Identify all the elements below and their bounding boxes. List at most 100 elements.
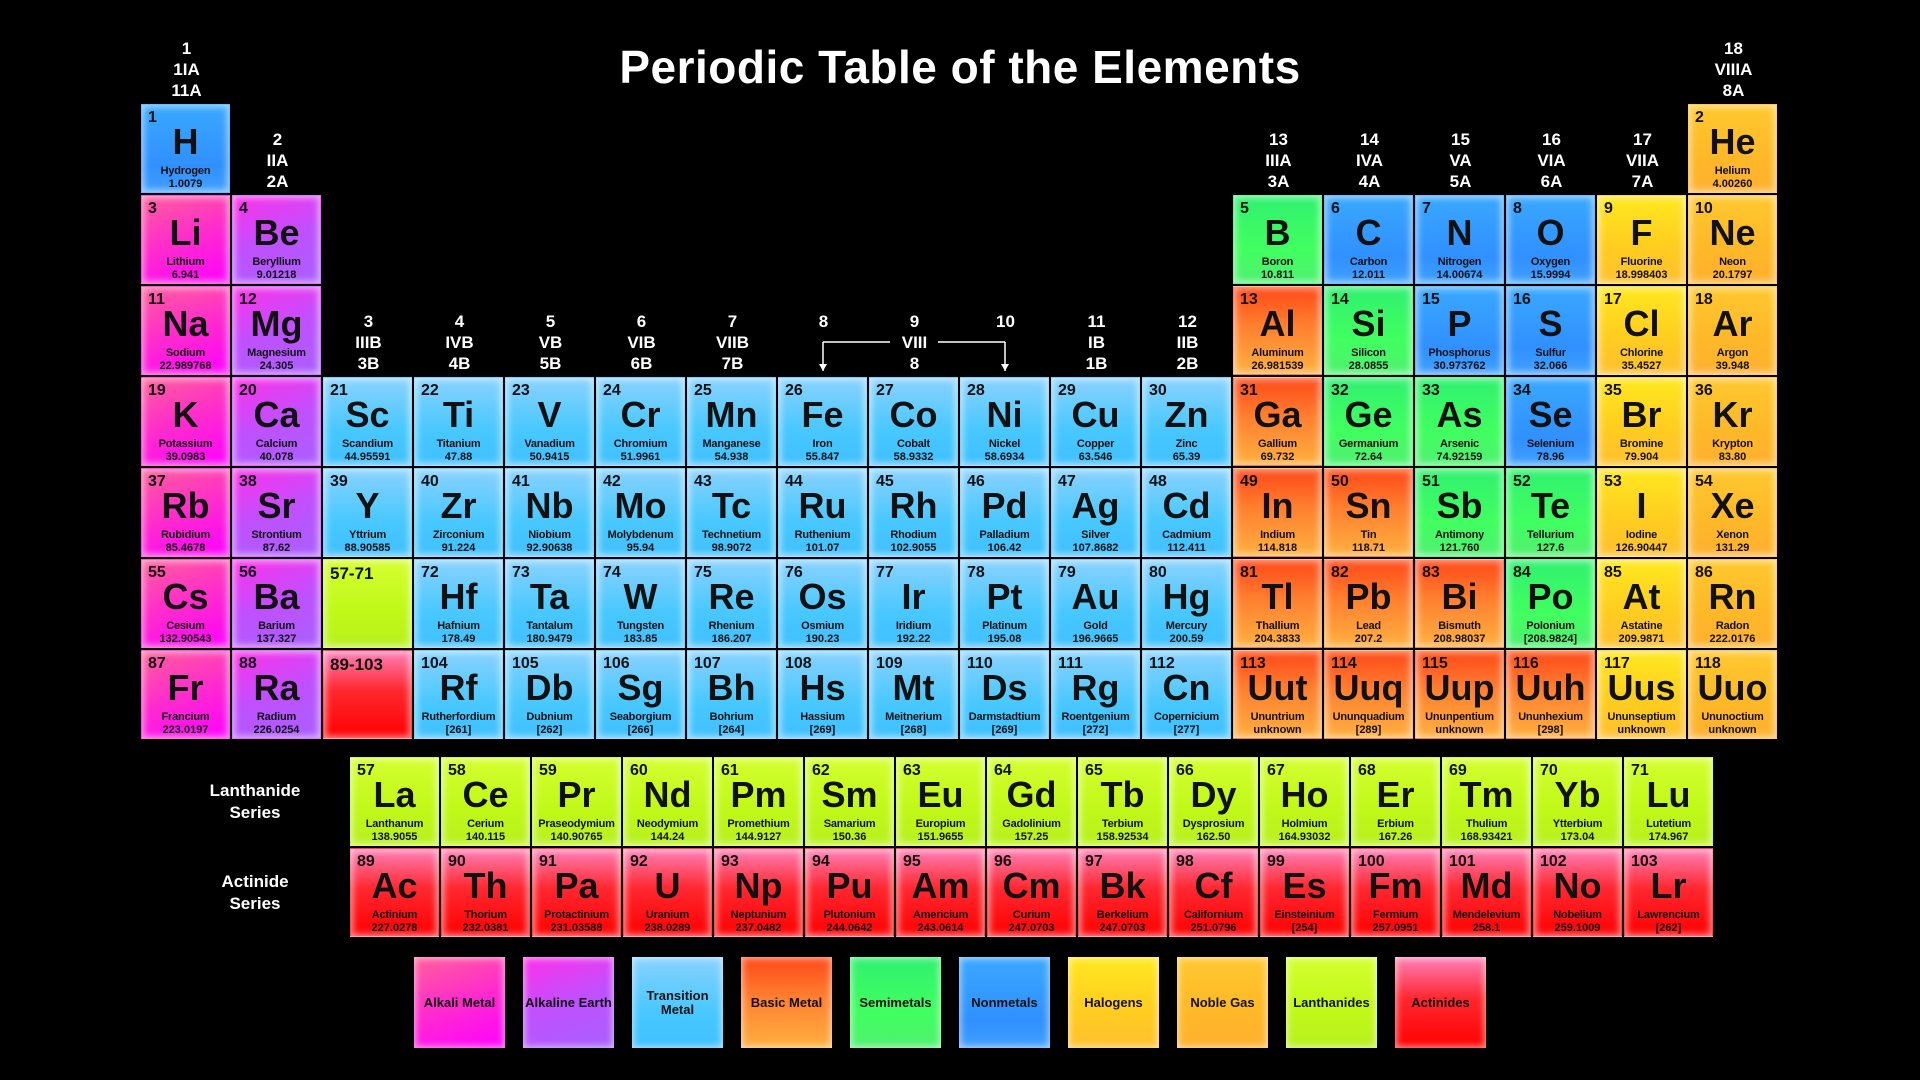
element-cell-po[interactable]: 84 Po Polonium [208.9824] xyxy=(1506,559,1595,648)
element-cell-h[interactable]: 1 H Hydrogen 1.0079 xyxy=(141,104,230,193)
element-cell-la[interactable]: 57 La Lanthanum 138.9055 xyxy=(350,757,439,846)
element-cell-sc[interactable]: 21 Sc Scandium 44.95591 xyxy=(323,377,412,466)
legend-noble[interactable]: Noble Gas xyxy=(1177,957,1268,1048)
element-cell-ge[interactable]: 32 Ge Germanium 72.64 xyxy=(1324,377,1413,466)
element-cell-pd[interactable]: 46 Pd Palladium 106.42 xyxy=(960,468,1049,557)
element-cell-sm[interactable]: 62 Sm Samarium 150.36 xyxy=(805,757,894,846)
element-cell-cu[interactable]: 29 Cu Copper 63.546 xyxy=(1051,377,1140,466)
element-cell-am[interactable]: 95 Am Americium 243.0614 xyxy=(896,848,985,937)
element-cell-uup[interactable]: 115 Uup Ununpentium unknown xyxy=(1415,650,1504,739)
element-cell-hg[interactable]: 80 Hg Mercury 200.59 xyxy=(1142,559,1231,648)
element-cell-os[interactable]: 76 Os Osmium 190.23 xyxy=(778,559,867,648)
element-cell-u[interactable]: 92 U Uranium 238.0289 xyxy=(623,848,712,937)
element-cell-md[interactable]: 101 Md Mendelevium 258.1 xyxy=(1442,848,1531,937)
element-cell-fe[interactable]: 26 Fe Iron 55.847 xyxy=(778,377,867,466)
element-cell-bk[interactable]: 97 Bk Berkelium 247.0703 xyxy=(1078,848,1167,937)
element-cell-li[interactable]: 3 Li Lithium 6.941 xyxy=(141,195,230,284)
element-cell-sg[interactable]: 106 Sg Seaborgium [266] xyxy=(596,650,685,739)
element-cell-rb[interactable]: 37 Rb Rubidium 85.4678 xyxy=(141,468,230,557)
element-cell-s[interactable]: 16 S Sulfur 32.066 xyxy=(1506,286,1595,375)
legend-lanthanide[interactable]: Lanthanides xyxy=(1286,957,1377,1048)
element-cell-as[interactable]: 33 As Arsenic 74.92159 xyxy=(1415,377,1504,466)
element-cell-uuo[interactable]: 118 Uuo Ununoctium unknown xyxy=(1688,650,1777,739)
element-cell-ni[interactable]: 28 Ni Nickel 58.6934 xyxy=(960,377,1049,466)
element-cell-tm[interactable]: 69 Tm Thulium 168.93421 xyxy=(1442,757,1531,846)
element-cell-he[interactable]: 2 He Helium 4.00260 xyxy=(1688,104,1777,193)
element-cell-ra[interactable]: 88 Ra Radium 226.0254 xyxy=(232,650,321,739)
element-cell-ti[interactable]: 22 Ti Titanium 47.88 xyxy=(414,377,503,466)
element-cell-w[interactable]: 74 W Tungsten 183.85 xyxy=(596,559,685,648)
element-cell-v[interactable]: 23 V Vanadium 50.9415 xyxy=(505,377,594,466)
element-cell-rf[interactable]: 104 Rf Rutherfordium [261] xyxy=(414,650,503,739)
element-cell-gd[interactable]: 64 Gd Gadolinium 157.25 xyxy=(987,757,1076,846)
element-cell-at[interactable]: 85 At Astatine 209.9871 xyxy=(1597,559,1686,648)
element-cell-rg[interactable]: 111 Rg Roentgenium [272] xyxy=(1051,650,1140,739)
element-cell-mo[interactable]: 42 Mo Molybdenum 95.94 xyxy=(596,468,685,557)
element-cell-k[interactable]: 19 K Potassium 39.0983 xyxy=(141,377,230,466)
element-cell-rh[interactable]: 45 Rh Rhodium 102.9055 xyxy=(869,468,958,557)
element-cell-ag[interactable]: 47 Ag Silver 107.8682 xyxy=(1051,468,1140,557)
element-cell-mn[interactable]: 25 Mn Manganese 54.938 xyxy=(687,377,776,466)
element-cell-hs[interactable]: 108 Hs Hassium [269] xyxy=(778,650,867,739)
element-cell-cf[interactable]: 98 Cf Californium 251.0796 xyxy=(1169,848,1258,937)
element-cell-in[interactable]: 49 In Indium 114.818 xyxy=(1233,468,1322,557)
element-cell-db[interactable]: 105 Db Dubnium [262] xyxy=(505,650,594,739)
element-cell-zr[interactable]: 40 Zr Zirconium 91.224 xyxy=(414,468,503,557)
element-cell-ne[interactable]: 10 Ne Neon 20.1797 xyxy=(1688,195,1777,284)
element-cell-pu[interactable]: 94 Pu Plutonium 244.0642 xyxy=(805,848,894,937)
element-cell-ga[interactable]: 31 Ga Gallium 69.732 xyxy=(1233,377,1322,466)
element-cell-na[interactable]: 11 Na Sodium 22.989768 xyxy=(141,286,230,375)
element-cell-sn[interactable]: 50 Sn Tin 118.71 xyxy=(1324,468,1413,557)
legend-alkaline[interactable]: Alkaline Earth xyxy=(523,957,614,1048)
element-cell-dy[interactable]: 66 Dy Dysprosium 162.50 xyxy=(1169,757,1258,846)
element-cell-si[interactable]: 14 Si Silicon 28.0855 xyxy=(1324,286,1413,375)
element-cell-uus[interactable]: 117 Uus Ununseptium unknown xyxy=(1597,650,1686,739)
legend-nonmetal[interactable]: Nonmetals xyxy=(959,957,1050,1048)
element-cell-re[interactable]: 75 Re Rhenium 186.207 xyxy=(687,559,776,648)
element-cell-n[interactable]: 7 N Nitrogen 14.00674 xyxy=(1415,195,1504,284)
legend-semimetal[interactable]: Semimetals xyxy=(850,957,941,1048)
element-cell-i[interactable]: 53 I Iodine 126.90447 xyxy=(1597,468,1686,557)
element-cell-o[interactable]: 8 O Oxygen 15.9994 xyxy=(1506,195,1595,284)
element-cell-yb[interactable]: 70 Yb Ytterbium 173.04 xyxy=(1533,757,1622,846)
element-cell-ce[interactable]: 58 Ce Cerium 140.115 xyxy=(441,757,530,846)
element-cell-mt[interactable]: 109 Mt Meitnerium [268] xyxy=(869,650,958,739)
element-cell-eu[interactable]: 63 Eu Europium 151.9655 xyxy=(896,757,985,846)
element-cell-f[interactable]: 9 F Fluorine 18.998403 xyxy=(1597,195,1686,284)
element-cell-ac[interactable]: 89 Ac Actinium 227.0278 xyxy=(350,848,439,937)
element-cell-pb[interactable]: 82 Pb Lead 207.2 xyxy=(1324,559,1413,648)
element-cell-ir[interactable]: 77 Ir Iridium 192.22 xyxy=(869,559,958,648)
element-cell-uut[interactable]: 113 Uut Ununtrium unknown xyxy=(1233,650,1322,739)
element-cell-es[interactable]: 99 Es Einsteinium [254] xyxy=(1260,848,1349,937)
element-cell-cm[interactable]: 96 Cm Curium 247.0703 xyxy=(987,848,1076,937)
legend-basic[interactable]: Basic Metal xyxy=(741,957,832,1048)
element-cell-lr[interactable]: 103 Lr Lawrencium [262] xyxy=(1624,848,1713,937)
element-cell-ru[interactable]: 44 Ru Ruthenium 101.07 xyxy=(778,468,867,557)
actinide-placeholder-cell[interactable]: 89-103 xyxy=(323,650,412,739)
element-cell-np[interactable]: 93 Np Neptunium 237.0482 xyxy=(714,848,803,937)
element-cell-ta[interactable]: 73 Ta Tantalum 180.9479 xyxy=(505,559,594,648)
legend-alkali[interactable]: Alkali Metal xyxy=(414,957,505,1048)
element-cell-xe[interactable]: 54 Xe Xenon 131.29 xyxy=(1688,468,1777,557)
element-cell-te[interactable]: 52 Te Tellurium 127.6 xyxy=(1506,468,1595,557)
element-cell-pr[interactable]: 59 Pr Praseodymium 140.90765 xyxy=(532,757,621,846)
element-cell-fr[interactable]: 87 Fr Francium 223.0197 xyxy=(141,650,230,739)
element-cell-cd[interactable]: 48 Cd Cadmium 112.411 xyxy=(1142,468,1231,557)
element-cell-fm[interactable]: 100 Fm Fermium 257.0951 xyxy=(1351,848,1440,937)
element-cell-tb[interactable]: 65 Tb Terbium 158.92534 xyxy=(1078,757,1167,846)
element-cell-pt[interactable]: 78 Pt Platinum 195.08 xyxy=(960,559,1049,648)
element-cell-uuq[interactable]: 114 Uuq Ununquadium [289] xyxy=(1324,650,1413,739)
element-cell-ds[interactable]: 110 Ds Darmstadtium [269] xyxy=(960,650,1049,739)
element-cell-br[interactable]: 35 Br Bromine 79.904 xyxy=(1597,377,1686,466)
element-cell-nb[interactable]: 41 Nb Niobium 92.90638 xyxy=(505,468,594,557)
element-cell-sb[interactable]: 51 Sb Antimony 121.760 xyxy=(1415,468,1504,557)
element-cell-rn[interactable]: 86 Rn Radon 222.0176 xyxy=(1688,559,1777,648)
element-cell-hf[interactable]: 72 Hf Hafnium 178.49 xyxy=(414,559,503,648)
element-cell-pm[interactable]: 61 Pm Promethium 144.9127 xyxy=(714,757,803,846)
element-cell-ba[interactable]: 56 Ba Barium 137.327 xyxy=(232,559,321,648)
element-cell-bi[interactable]: 83 Bi Bismuth 208.98037 xyxy=(1415,559,1504,648)
element-cell-bh[interactable]: 107 Bh Bohrium [264] xyxy=(687,650,776,739)
element-cell-p[interactable]: 15 P Phosphorus 30.973762 xyxy=(1415,286,1504,375)
legend-actinide[interactable]: Actinides xyxy=(1395,957,1486,1048)
element-cell-nd[interactable]: 60 Nd Neodymium 144.24 xyxy=(623,757,712,846)
